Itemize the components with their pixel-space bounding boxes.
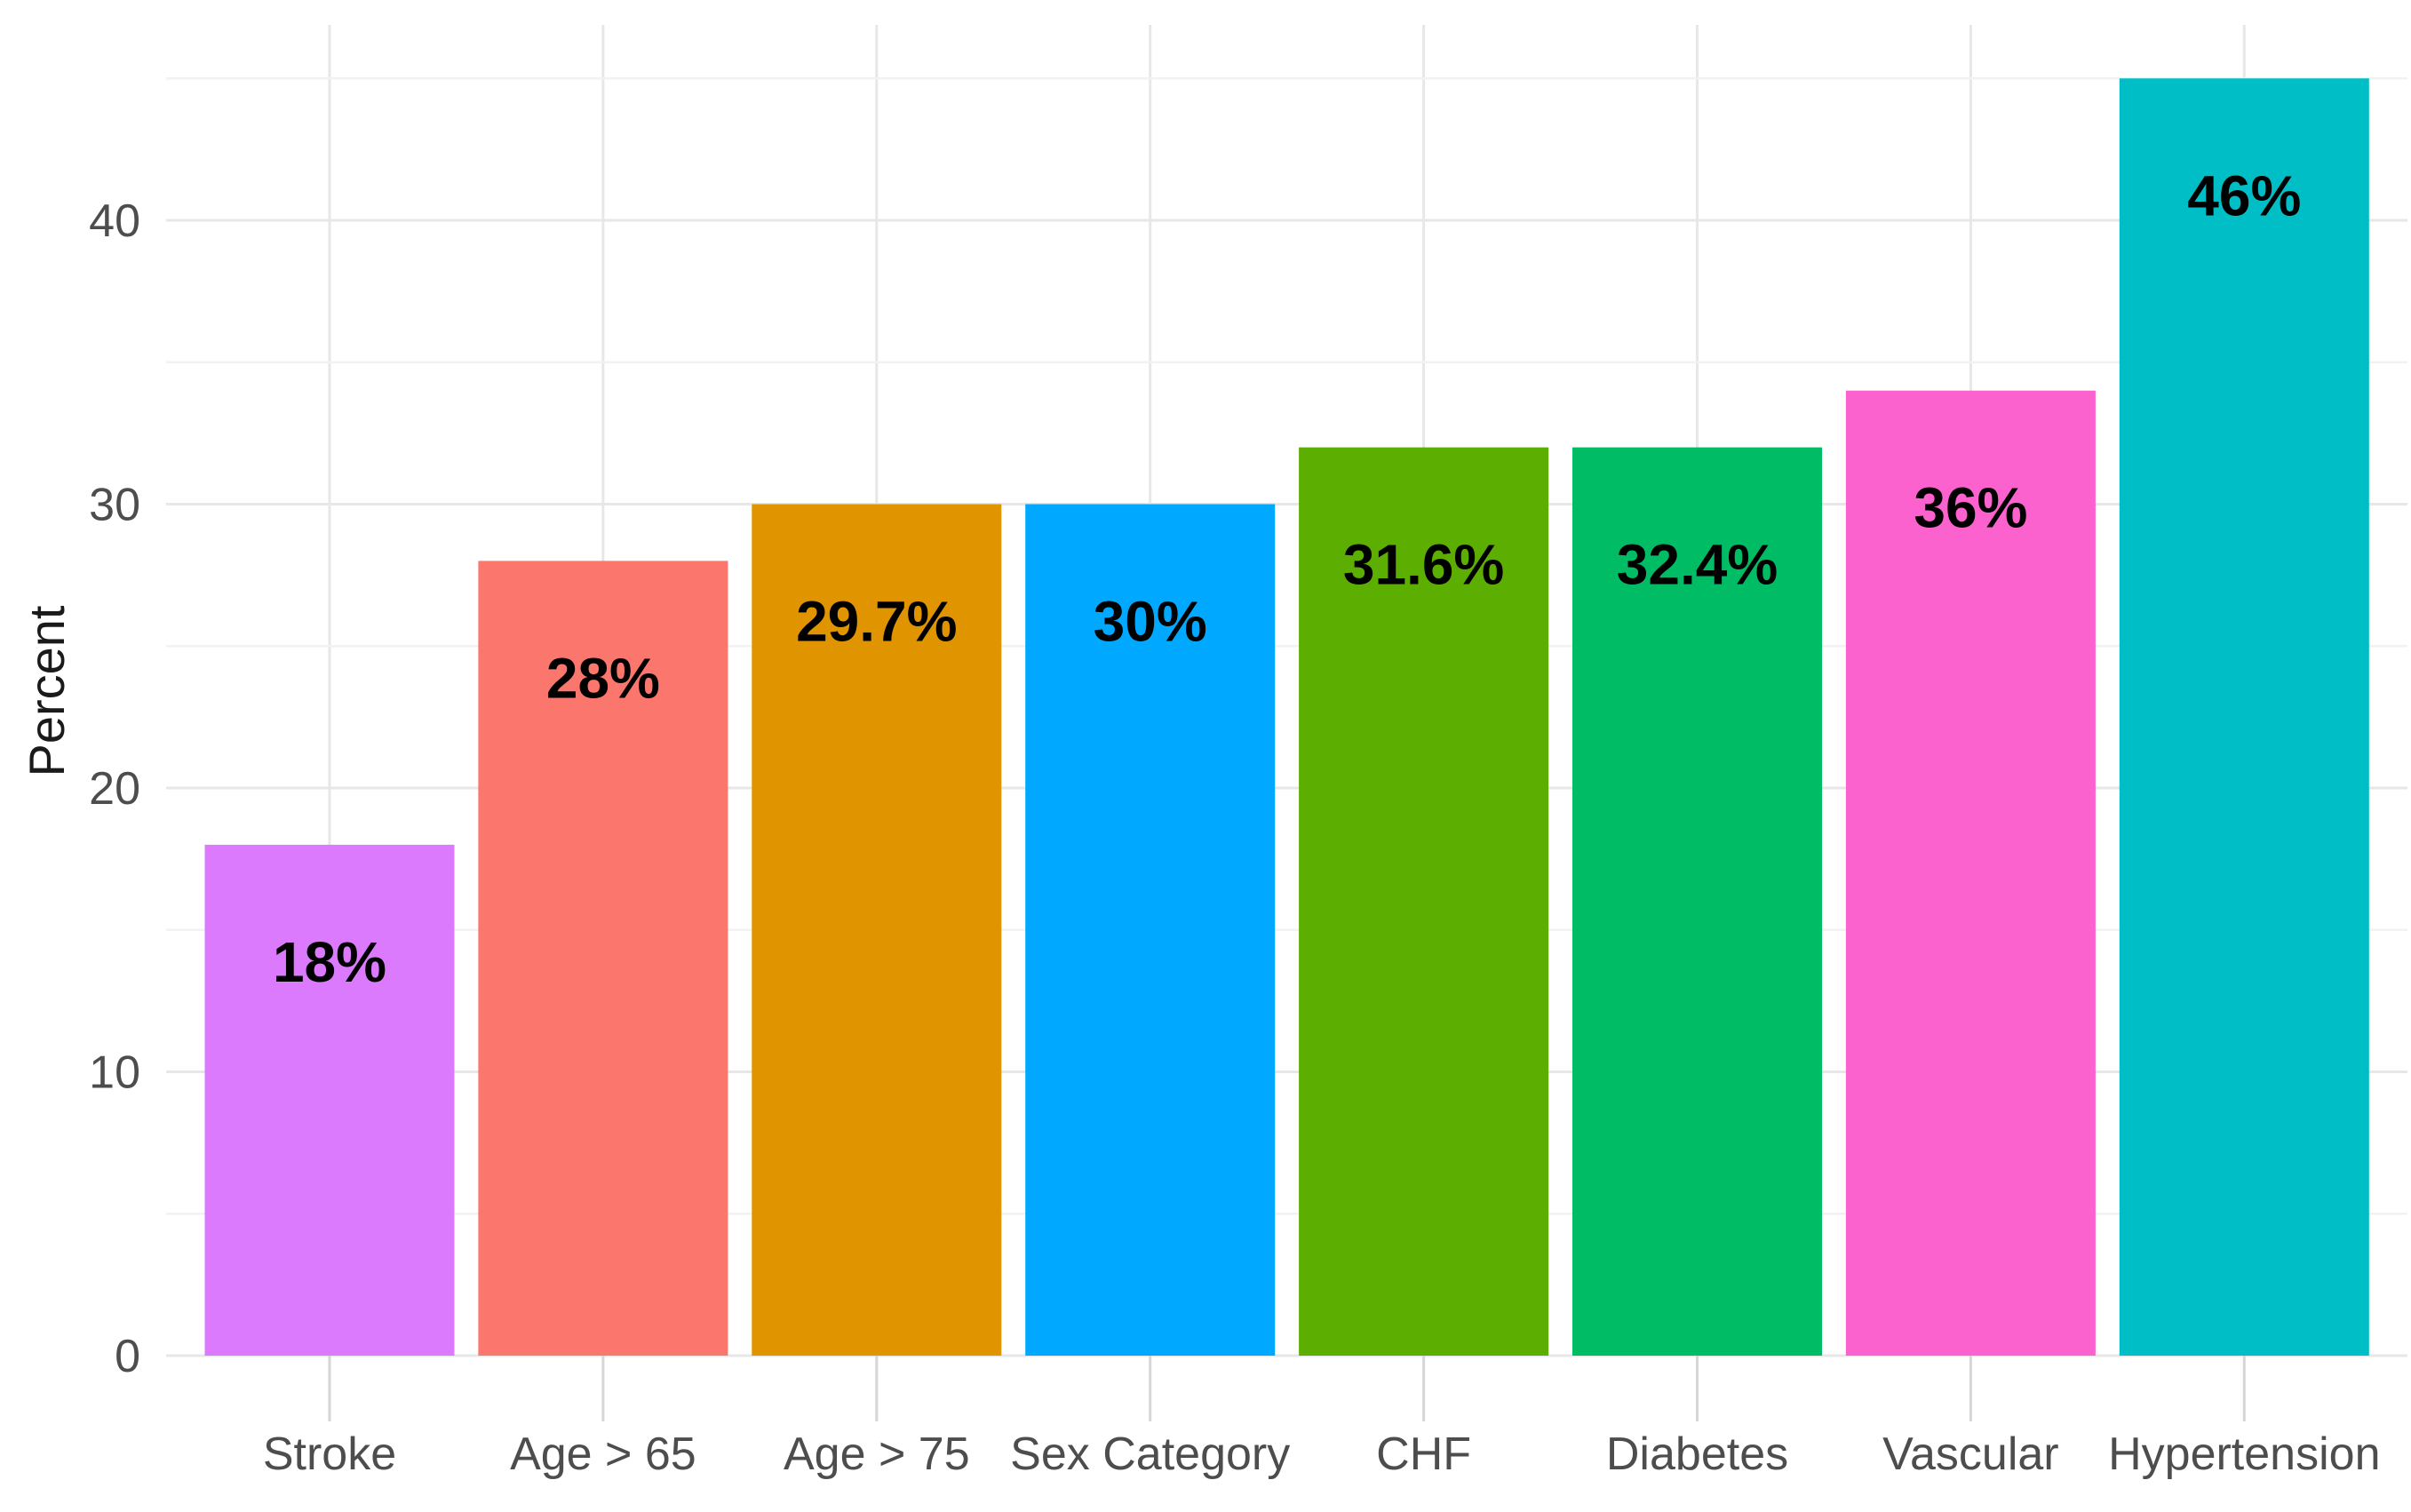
bar-value-label: 36%: [1914, 476, 2027, 540]
bar-value-label: 30%: [1094, 590, 1207, 654]
bar: [752, 504, 1002, 1356]
x-axis-category-label: Diabetes: [1606, 1428, 1788, 1480]
bar-value-label: 31.6%: [1343, 533, 1504, 597]
x-axis-category-label: Sex Category: [1010, 1428, 1290, 1480]
y-axis-title: Percent: [19, 605, 75, 776]
bar: [1572, 447, 1822, 1357]
bar-value-label: 46%: [2187, 163, 2301, 227]
bar-value-label: 29.7%: [796, 590, 957, 654]
x-axis-category-label: Stroke: [263, 1428, 396, 1480]
labels-layer: 18% 28% 29.7% 30% 31.6% 32.4% 36% 46%: [273, 163, 2301, 994]
y-tick-label: 0: [115, 1331, 140, 1382]
bar-value-label: 32.4%: [1617, 533, 1778, 597]
bar-value-label: 28%: [546, 646, 660, 710]
y-tick-label: 20: [89, 763, 140, 815]
bar: [1845, 390, 2096, 1357]
x-axis-category-label: Vascular: [1882, 1428, 2058, 1480]
bar: [2119, 78, 2369, 1356]
y-tick-label: 30: [89, 480, 140, 531]
bars-layer: [204, 78, 2369, 1357]
x-axis-category-label: Age > 65: [510, 1428, 696, 1480]
bar: [1025, 504, 1276, 1356]
bar: [478, 561, 728, 1356]
axis-layer: Percent 0 10 20 30 40 Stroke Age > 65 Age > 75 S…: [19, 195, 2380, 1480]
bar-value-label: 18%: [273, 930, 386, 994]
bar: [204, 844, 455, 1356]
x-axis-category-label: Hypertension: [2108, 1428, 2380, 1480]
bar: [1299, 447, 1549, 1357]
x-axis-category-label: CHF: [1376, 1428, 1471, 1480]
y-tick-label: 40: [89, 195, 140, 247]
y-tick-label: 10: [89, 1047, 140, 1099]
x-axis-category-label: Age > 75: [784, 1428, 970, 1480]
